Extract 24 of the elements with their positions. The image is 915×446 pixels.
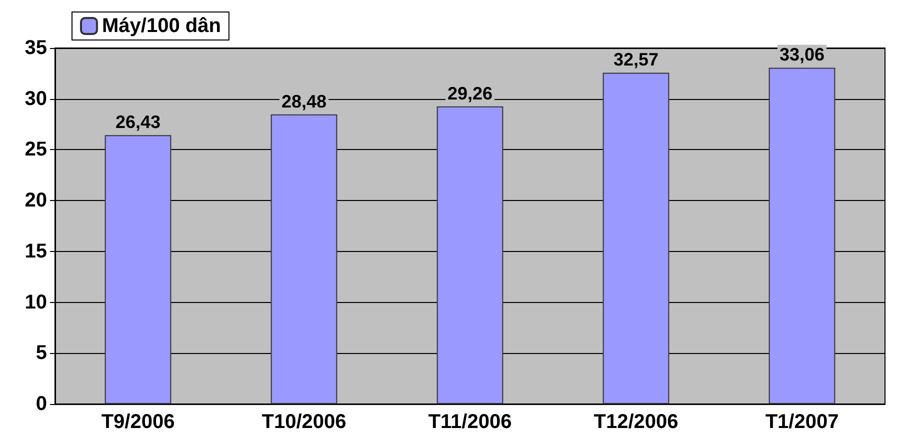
x-tick-label: T11/2006 [428, 411, 512, 433]
y-tick-label: 10 [24, 291, 47, 314]
y-tick-label: 0 [36, 393, 47, 415]
legend-label: Máy/100 dân [102, 15, 221, 37]
data-label: 33,06 [779, 44, 825, 65]
y-tick-label: 35 [24, 37, 47, 59]
data-label: 32,57 [613, 50, 659, 70]
x-tick-label: T10/2006 [262, 411, 346, 433]
x-tick-label: T12/2006 [594, 411, 678, 433]
data-label: 28,48 [281, 91, 327, 112]
data-label: 29,26 [447, 83, 493, 104]
bar [104, 135, 172, 404]
bar [602, 72, 670, 404]
y-tick-label: 15 [24, 240, 47, 262]
bar [270, 114, 338, 404]
data-label: 26,43 [115, 112, 161, 132]
bar [768, 68, 836, 404]
bar [436, 106, 504, 404]
x-tick-label: T1/2007 [765, 411, 839, 433]
y-tick-label: 20 [24, 190, 47, 212]
y-tick-label: 30 [24, 88, 47, 110]
x-tick-label: T9/2006 [101, 411, 175, 433]
y-tick-label: 5 [36, 342, 47, 364]
y-tick-label: 25 [24, 138, 47, 161]
